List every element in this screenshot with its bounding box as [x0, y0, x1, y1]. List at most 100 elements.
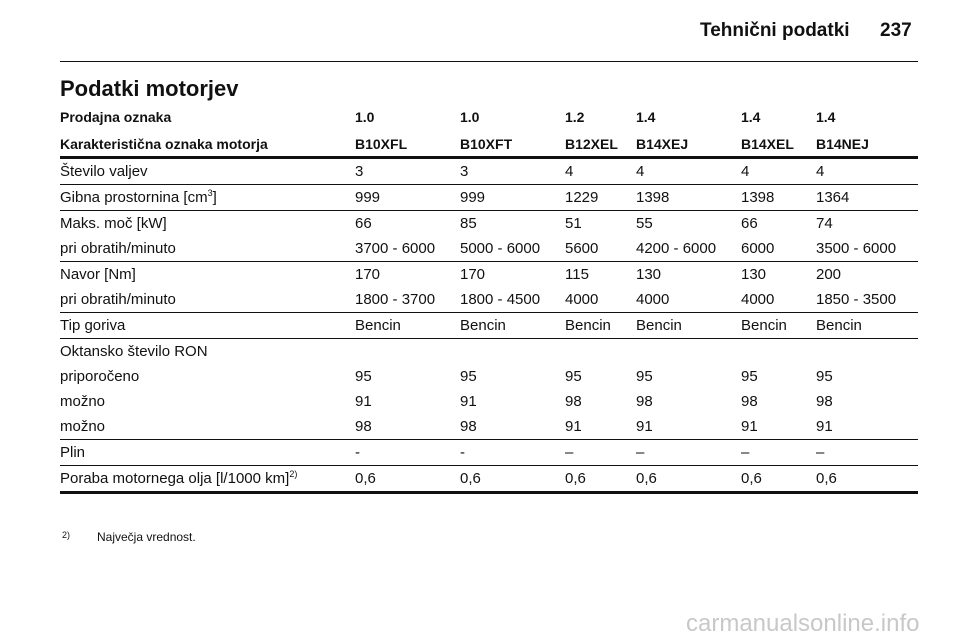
label-text: pri obratih/minuto	[60, 240, 176, 257]
value-cell: 3	[355, 163, 364, 180]
value-cell: 1800 - 4500	[460, 291, 541, 308]
header-cell: B14XEJ	[636, 136, 689, 152]
label-text: Navor [Nm]	[60, 266, 136, 283]
value-cell: 4000	[565, 291, 599, 308]
value-cell: Bencin	[636, 317, 682, 334]
row-rule	[60, 184, 918, 185]
label-text: priporočeno	[60, 368, 140, 385]
value-cell: 91	[816, 418, 833, 435]
header-cell: B10XFT	[460, 136, 513, 152]
value-cell: 115	[565, 266, 589, 283]
value-cell: 98	[636, 393, 653, 410]
value-cell: 130	[741, 266, 767, 283]
value-cell: Bencin	[741, 317, 787, 334]
value-cell: 170	[460, 266, 486, 283]
value-cell: 0,6	[636, 470, 657, 487]
value-cell: 95	[460, 368, 477, 385]
value-cell: Bencin	[355, 317, 401, 334]
value-cell: 1398	[741, 189, 775, 206]
value-cell: 3700 - 6000	[355, 240, 436, 257]
row-rule	[60, 261, 918, 262]
value-cell: 74	[816, 215, 833, 232]
value-cell: 1800 - 3700	[355, 291, 436, 308]
value-cell: 1364	[816, 189, 850, 206]
value-cell: 4000	[741, 291, 775, 308]
page-number: 237	[880, 20, 912, 41]
value-cell: 66	[741, 215, 758, 232]
value-cell: 5600	[565, 240, 599, 257]
label-sup: 3	[207, 188, 213, 198]
row-rule	[60, 465, 918, 466]
value-cell: 98	[565, 393, 582, 410]
value-cell: 4	[565, 163, 574, 180]
value-cell: Bencin	[816, 317, 862, 334]
row-label: pri obratih/minuto	[60, 236, 176, 261]
value-cell: 0,6	[460, 470, 481, 487]
title: Podatki motorjev	[60, 76, 239, 101]
thick-rule	[60, 491, 918, 494]
value-cell: 95	[636, 368, 653, 385]
label-text: pri obratih/minuto	[60, 291, 176, 308]
row-rule	[60, 312, 918, 313]
row-rule	[60, 210, 918, 211]
value-cell: 4	[816, 163, 825, 180]
header-cell: 1.4	[816, 109, 836, 125]
header-cell: Karakteristična oznaka motorja	[60, 136, 268, 152]
row-rule	[60, 439, 918, 440]
row-rule	[60, 338, 918, 339]
value-cell: 5000 - 6000	[460, 240, 541, 257]
value-cell: 3500 - 6000	[816, 240, 897, 257]
label-text: Plin	[60, 444, 86, 461]
value-cell: 1850 - 3500	[816, 291, 897, 308]
value-cell: -	[460, 444, 465, 461]
value-cell: 4200 - 6000	[636, 240, 717, 257]
value-cell: 4000	[636, 291, 670, 308]
label-text: Oktansko število RON	[60, 343, 208, 360]
value-cell: 999	[355, 189, 381, 206]
row-label: Poraba motornega olja [l/1000 km]2)	[60, 466, 297, 491]
row-label: priporočeno	[60, 364, 139, 389]
value-cell: 95	[565, 368, 582, 385]
value-cell: 91	[741, 418, 758, 435]
value-cell: 0,6	[816, 470, 837, 487]
value-cell: 91	[460, 393, 477, 410]
thick-rule	[60, 156, 918, 159]
value-cell: 170	[355, 266, 381, 283]
header-cell: B14XEL	[741, 136, 794, 152]
value-cell: 999	[460, 189, 486, 206]
value-cell: 98	[460, 418, 477, 435]
value-cell: -	[355, 444, 360, 461]
label-text: možno	[60, 418, 106, 435]
value-cell: 4	[636, 163, 645, 180]
label-text: možno	[60, 393, 106, 410]
header-cell: B12XEL	[565, 136, 618, 152]
value-cell: 0,6	[741, 470, 762, 487]
value-cell: 6000	[741, 240, 775, 257]
value-cell: –	[565, 444, 574, 461]
header-cell: 1.0	[355, 109, 375, 125]
row-label: Število valjev	[60, 159, 148, 184]
value-cell: 55	[636, 215, 653, 232]
value-cell: 3	[460, 163, 469, 180]
value-cell: 51	[565, 215, 582, 232]
row-label: Navor [Nm]	[60, 262, 136, 287]
footnote-text: Največja vrednost.	[97, 530, 196, 544]
label-text: Tip goriva	[60, 317, 126, 334]
row-label: možno	[60, 414, 105, 439]
value-cell: –	[741, 444, 750, 461]
watermark: carmanualsonline.info	[686, 610, 920, 637]
header-cell: B10XFL	[355, 136, 408, 152]
label-text: Maks. moč [kW]	[60, 215, 167, 232]
label-text: Število valjev	[60, 163, 148, 180]
value-cell: 4	[741, 163, 750, 180]
section-title: Tehnični podatki	[700, 20, 850, 41]
row-label: Plin	[60, 440, 85, 465]
value-cell: 85	[460, 215, 477, 232]
header-cell: Prodajna oznaka	[60, 109, 172, 125]
value-cell: 95	[816, 368, 833, 385]
row-label: pri obratih/minuto	[60, 287, 176, 312]
row-label: Tip goriva	[60, 313, 125, 338]
value-cell: 91	[355, 393, 372, 410]
label-tail: ]	[212, 189, 217, 206]
